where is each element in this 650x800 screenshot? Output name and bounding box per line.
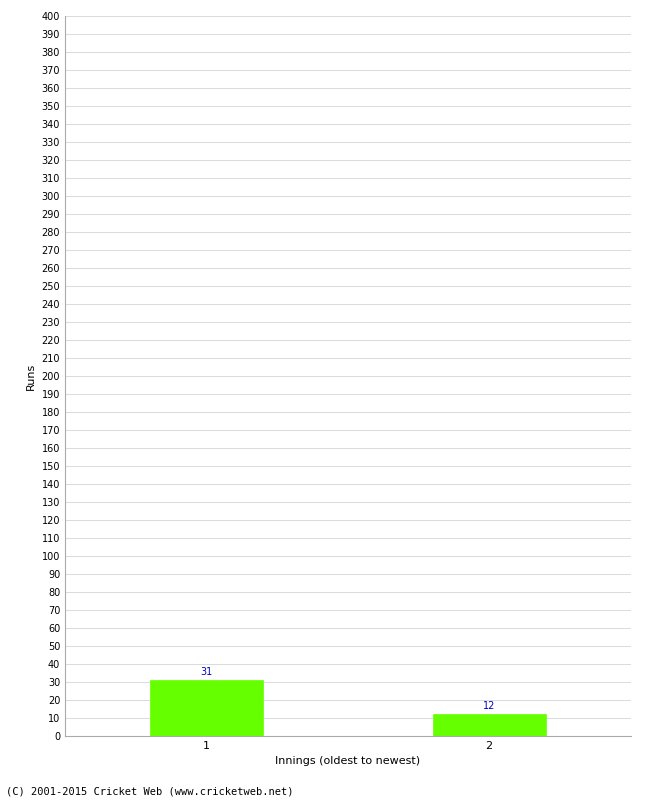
Bar (433, 714, 546, 736)
Y-axis label: Runs: Runs (26, 362, 36, 390)
Text: (C) 2001-2015 Cricket Web (www.cricketweb.net): (C) 2001-2015 Cricket Web (www.cricketwe… (6, 786, 294, 796)
Text: 31: 31 (200, 666, 213, 677)
Text: 12: 12 (483, 701, 495, 711)
Bar (150, 680, 263, 736)
X-axis label: Innings (oldest to newest): Innings (oldest to newest) (275, 757, 421, 766)
